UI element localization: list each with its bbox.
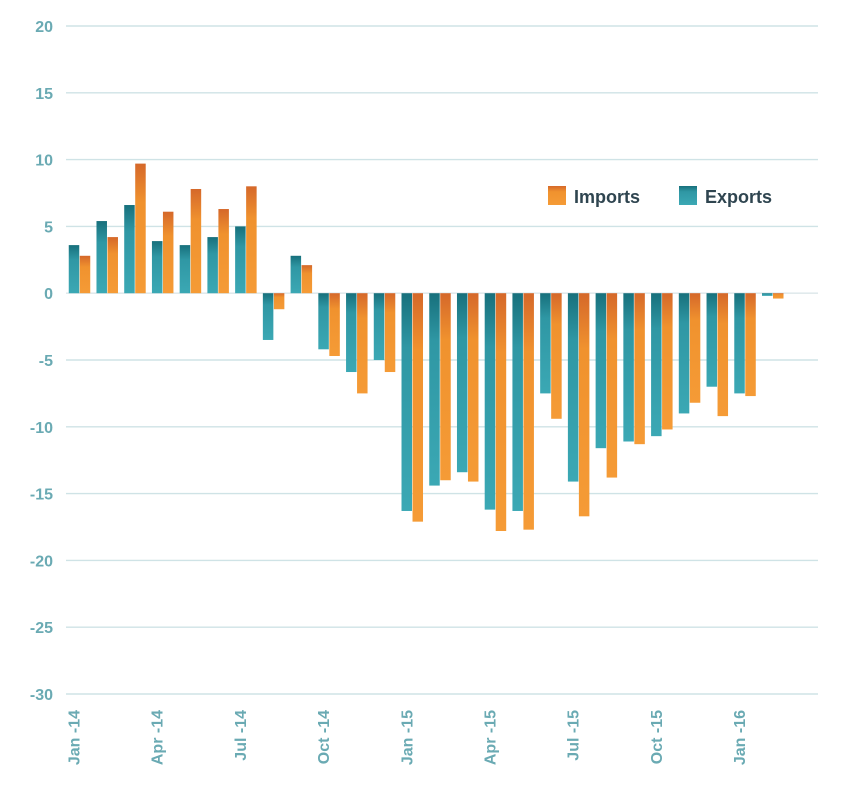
export-bar [373, 293, 385, 360]
export-bar [235, 226, 246, 294]
y-tick-label: 20 [35, 19, 53, 36]
import-bar [79, 255, 91, 294]
legend-imports-label: Imports [574, 187, 640, 207]
x-tick-label: Jan -15 [399, 710, 416, 765]
import-bar [412, 293, 424, 522]
y-axis-ticks: 20 15 10 5 0 -5 -10 -15 -20 -25 -30 [30, 19, 53, 704]
legend: Imports Exports [548, 186, 772, 207]
export-bar [262, 293, 274, 340]
import-bar [135, 163, 146, 294]
x-tick-label: Oct -14 [316, 710, 333, 764]
export-bar [96, 221, 107, 294]
import-bar [606, 293, 618, 478]
export-bar [290, 255, 302, 294]
export-bar [151, 241, 163, 294]
y-tick-label: -5 [39, 353, 53, 370]
x-tick-label: Apr -14 [150, 710, 167, 765]
x-tick-label: Jul -15 [566, 710, 583, 761]
export-bar [179, 245, 191, 294]
export-bar [318, 293, 329, 350]
import-bar [634, 293, 645, 445]
import-bar [717, 293, 729, 417]
x-tick-label: Jan -16 [732, 710, 749, 765]
y-tick-label: 10 [35, 153, 53, 170]
import-bar [551, 293, 562, 419]
import-bar [162, 211, 174, 294]
export-bar [734, 293, 745, 394]
import-bar [440, 293, 451, 481]
import-bar [273, 293, 285, 310]
legend-exports-label: Exports [705, 187, 772, 207]
import-bar [218, 209, 229, 294]
export-bar [678, 293, 690, 414]
export-bar [68, 245, 80, 294]
y-tick-label: 15 [35, 86, 53, 103]
y-tick-label: -20 [30, 553, 53, 570]
x-tick-label: Jul -14 [233, 710, 250, 761]
y-tick-label: -30 [30, 687, 53, 704]
import-bar [384, 293, 396, 373]
import-bar [190, 188, 202, 294]
import-bar [107, 237, 118, 294]
export-bar [456, 293, 468, 473]
x-tick-label: Apr -15 [482, 710, 499, 765]
import-bar [301, 265, 313, 294]
export-bar [346, 293, 357, 373]
legend-exports-swatch [679, 186, 697, 205]
y-tick-label: -25 [30, 620, 53, 637]
export-bar [484, 293, 496, 510]
import-bar [329, 293, 340, 356]
bars [68, 163, 784, 532]
import-bar [246, 186, 257, 294]
import-bar [662, 293, 673, 430]
import-bar [578, 293, 590, 517]
export-bar [623, 293, 634, 442]
import-bar [357, 293, 368, 394]
import-bar [773, 293, 784, 299]
export-bar [567, 293, 579, 482]
y-tick-label: 0 [44, 286, 53, 303]
export-bar [401, 293, 413, 511]
import-bar [467, 293, 479, 482]
export-bar [429, 293, 440, 486]
x-axis-ticks: Jan -14 Apr -14 Jul -14 Oct -14 Jan -15 Apr -… [67, 710, 750, 765]
export-bar [124, 205, 135, 294]
y-tick-label: -10 [30, 420, 53, 437]
export-bar [595, 293, 607, 449]
import-bar [745, 293, 756, 397]
export-bar [540, 293, 551, 394]
export-bar [651, 293, 662, 437]
import-bar [523, 293, 534, 530]
y-tick-label: 5 [44, 219, 53, 236]
export-bar [207, 237, 218, 294]
import-bar [495, 293, 507, 532]
y-tick-label: -15 [30, 487, 53, 504]
x-tick-label: Oct -15 [649, 710, 666, 764]
export-bar [762, 293, 773, 296]
legend-imports-swatch [548, 186, 566, 205]
import-bar [689, 293, 701, 403]
x-tick-label: Jan -14 [67, 710, 84, 765]
export-bar [706, 293, 718, 387]
export-bar [512, 293, 523, 511]
